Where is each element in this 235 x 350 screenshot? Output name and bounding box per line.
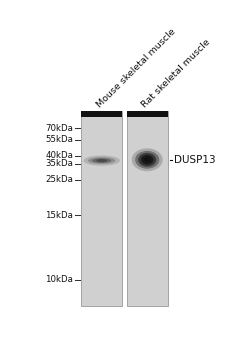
Ellipse shape — [83, 155, 120, 166]
Bar — [127, 111, 168, 306]
Text: 35kDa: 35kDa — [45, 159, 73, 168]
Text: 55kDa: 55kDa — [45, 135, 73, 144]
Text: DUSP13: DUSP13 — [174, 155, 216, 165]
Ellipse shape — [132, 148, 163, 171]
Ellipse shape — [92, 158, 111, 163]
Bar — [81, 111, 122, 117]
Text: 70kDa: 70kDa — [45, 124, 73, 133]
Ellipse shape — [144, 157, 151, 162]
Text: 40kDa: 40kDa — [45, 152, 73, 161]
Text: 25kDa: 25kDa — [45, 175, 73, 184]
Text: 15kDa: 15kDa — [45, 210, 73, 219]
Ellipse shape — [96, 159, 107, 162]
Bar — [81, 111, 122, 306]
Bar — [127, 111, 168, 117]
Ellipse shape — [88, 157, 115, 164]
Text: Rat skeletal muscle: Rat skeletal muscle — [140, 38, 212, 110]
Ellipse shape — [138, 153, 156, 167]
Ellipse shape — [135, 151, 159, 169]
Text: Mouse skeletal muscle: Mouse skeletal muscle — [95, 28, 178, 110]
Text: 10kDa: 10kDa — [45, 275, 73, 284]
Ellipse shape — [141, 155, 153, 164]
